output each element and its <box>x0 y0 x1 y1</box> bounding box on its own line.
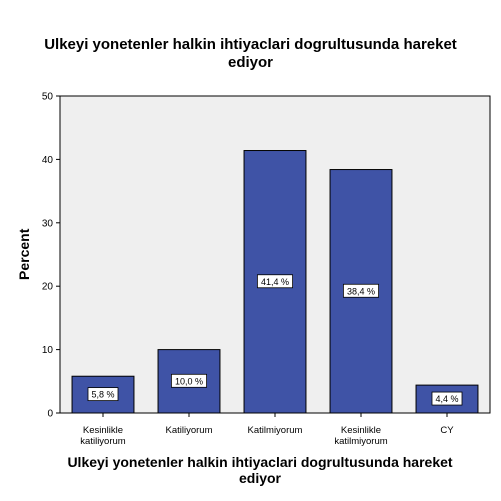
category-label: Katiliyorum <box>166 425 213 436</box>
data-label-box <box>256 274 293 289</box>
y-tick-label: 40 <box>42 155 54 166</box>
category-label: Katilmiyorum <box>248 425 303 436</box>
category-label: CY <box>440 425 454 436</box>
data-label: 4,4 % <box>435 394 458 404</box>
y-tick-label: 30 <box>42 218 54 229</box>
y-tick-label: 20 <box>42 282 54 293</box>
category-label: Kesinlikle <box>83 425 123 436</box>
category-label: katiliyorum <box>80 436 125 447</box>
category-label: katilmiyorum <box>334 436 387 447</box>
y-tick-label: 10 <box>42 345 54 356</box>
data-label: 5,8 % <box>91 390 114 400</box>
bar <box>243 150 307 414</box>
data-label-box <box>431 391 463 406</box>
data-label-box <box>87 387 119 402</box>
x-axis-label-line-2: ediyor <box>238 470 281 486</box>
data-label: 38,4 % <box>347 286 375 296</box>
x-axis-label: Ulkeyi yonetenler halkin ihtiyaclari dog… <box>40 454 480 486</box>
chart-title-line-2: ediyor <box>227 54 273 71</box>
chart-title-line-1: Ulkeyi yonetenler halkin ihtiyaclari dog… <box>44 36 457 53</box>
y-tick-label: 50 <box>42 92 54 103</box>
data-label-box <box>342 283 379 298</box>
x-axis-label-line-1: Ulkeyi yonetenler halkin ihtiyaclari dog… <box>67 454 453 470</box>
data-label: 41,4 % <box>261 277 289 287</box>
chart-title: Ulkeyi yonetenler halkin ihtiyaclari dog… <box>0 36 501 72</box>
y-tick-label: 0 <box>47 409 53 420</box>
data-label: 10,0 % <box>175 376 203 386</box>
data-label-box <box>170 373 207 388</box>
category-label: Kesinlikle <box>341 425 381 436</box>
